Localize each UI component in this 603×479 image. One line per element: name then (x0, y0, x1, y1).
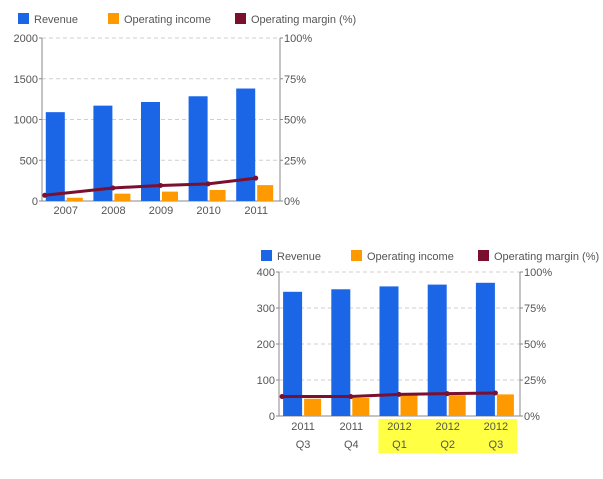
bar-revenue (331, 289, 351, 416)
x-tick-label: 2012 (387, 421, 411, 433)
y-right-tick-label: 100% (524, 267, 552, 279)
y-tick-label: 100 (257, 375, 275, 387)
y-right-tick-label: 50% (524, 339, 546, 351)
y-tick-label: 2000 (14, 33, 38, 45)
bar-revenue (141, 101, 160, 201)
x-tick-label: 2011 (291, 421, 315, 433)
x-tick-label: 2012 (435, 421, 459, 433)
y-right-tick-label: 75% (524, 303, 546, 315)
bar-revenue (236, 88, 256, 201)
x-tick-label: 2008 (101, 205, 125, 217)
bar-operating-income (66, 197, 83, 201)
legend-swatch-operating-income (351, 250, 362, 261)
point-operating-margin (253, 175, 259, 181)
legend-swatch-operating-margin (478, 250, 489, 261)
y-right-tick-label: 50% (284, 115, 306, 127)
x-tick-label: Q3 (296, 439, 311, 451)
point-operating-margin (279, 394, 285, 400)
legend-label-operating-income: Operating income (124, 14, 211, 26)
category-highlight (378, 419, 517, 453)
point-operating-margin (158, 183, 163, 189)
y-right-tick-label: 25% (284, 155, 306, 167)
y-right-tick-label: 75% (284, 74, 306, 86)
chart-1: 0 500 1000 1500 2000 0% 25% 50% 75% 100% 2007 2008 2… (14, 13, 356, 217)
bar-revenue (379, 286, 399, 416)
x-tick-label: 2012 (484, 421, 508, 433)
y-right-tick-label: 0% (284, 196, 300, 208)
bar-operating-income (352, 398, 370, 416)
point-operating-margin (396, 391, 402, 397)
bar-operating-income (162, 191, 178, 201)
point-operating-margin (110, 185, 116, 191)
legend-label-operating-margin: Operating margin (%) (251, 14, 356, 26)
y-tick-label: 1500 (14, 74, 38, 86)
legend-swatch-revenue (18, 13, 29, 24)
point-operating-margin (492, 390, 498, 396)
point-operating-margin (348, 394, 354, 400)
x-tick-label: Q1 (392, 439, 407, 451)
y-tick-label: 0 (269, 411, 275, 423)
y-tick-label: 500 (20, 155, 38, 167)
legend-label-operating-income: Operating income (367, 251, 454, 263)
legend-label-revenue: Revenue (34, 14, 78, 26)
bar-revenue (93, 105, 113, 201)
legend-label-revenue: Revenue (277, 251, 321, 263)
x-tick-label: 2007 (54, 205, 78, 217)
bar-revenue (283, 291, 303, 416)
x-tick-label: 2011 (339, 421, 363, 433)
bar-revenue (475, 282, 495, 416)
x-tick-label: 2010 (196, 205, 220, 217)
bar-operating-income (257, 185, 274, 201)
legend-label-operating-margin: Operating margin (%) (494, 251, 599, 263)
y-right-tick-label: 25% (524, 375, 546, 387)
bar-revenue (427, 284, 447, 416)
bar-operating-income (496, 394, 514, 416)
point-operating-margin (42, 192, 48, 198)
y-tick-label: 200 (257, 339, 275, 351)
legend-swatch-operating-income (108, 13, 119, 24)
y-right-tick-label: 0% (524, 411, 540, 423)
bar-operating-income (448, 395, 466, 416)
legend-swatch-revenue (261, 250, 272, 261)
bar-operating-income (400, 395, 418, 416)
point-operating-margin (205, 181, 211, 187)
x-tick-label: Q4 (344, 439, 359, 451)
bar-operating-income (209, 189, 226, 201)
x-tick-label: Q3 (489, 439, 504, 451)
x-tick-label: 2011 (244, 205, 268, 217)
legend-swatch-operating-margin (235, 13, 246, 24)
bar-revenue (188, 96, 208, 201)
bar-operating-income (304, 398, 322, 416)
bar-revenue (45, 112, 65, 201)
y-tick-label: 0 (32, 196, 38, 208)
y-tick-label: 1000 (14, 115, 38, 127)
chart-2: 0 100 200 300 400 0% 25% 50% 75% 100% 2011 Q3 2011 Q4… (257, 250, 599, 453)
y-right-tick-label: 100% (284, 33, 312, 45)
y-tick-label: 300 (257, 303, 275, 315)
x-tick-label: 2009 (149, 205, 173, 217)
point-operating-margin (444, 391, 450, 397)
bar-operating-income (114, 193, 131, 201)
x-tick-label: Q2 (440, 439, 455, 451)
y-tick-label: 400 (257, 267, 275, 279)
